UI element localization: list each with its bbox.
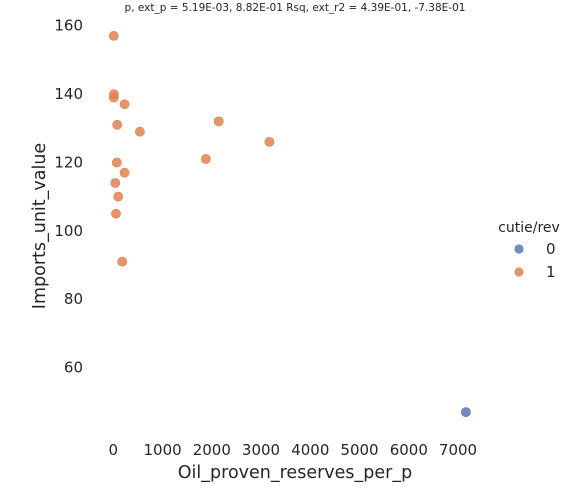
legend-label-0: 0 — [546, 240, 556, 258]
data-point-series-1 — [134, 126, 145, 137]
data-point-series-1 — [213, 116, 224, 127]
y-axis-label: Imports_unit_value — [30, 143, 50, 309]
legend-title: cutie/rev — [498, 220, 560, 236]
data-point-series-1 — [110, 178, 121, 188]
data-point-series-1 — [119, 167, 130, 178]
y-tick-label: 160 — [54, 17, 83, 35]
y-tick-label: 80 — [64, 290, 83, 308]
data-point-series-1 — [108, 31, 119, 41]
legend-marker-1 — [514, 267, 524, 277]
y-tick-label: 140 — [54, 85, 83, 103]
x-axis-label: Oil_proven_reserves_per_p — [178, 463, 412, 483]
legend-marker-0 — [514, 244, 524, 254]
data-point-series-1 — [264, 136, 275, 147]
data-point-series-1 — [117, 256, 128, 267]
data-point-series-1 — [119, 99, 130, 110]
data-point-series-0 — [460, 407, 471, 417]
y-axis-ticks: 60 80 100 120 140 160 — [54, 17, 83, 377]
x-tick-label: 3000 — [242, 441, 280, 459]
x-tick-label: 2000 — [193, 441, 231, 459]
legend-label-1: 1 — [546, 263, 556, 281]
x-tick-label: 6000 — [390, 441, 428, 459]
y-tick-label: 60 — [64, 359, 83, 377]
legend: cutie/rev 0 1 — [498, 220, 560, 281]
data-point-series-1 — [113, 191, 124, 202]
x-tick-label: 7000 — [439, 441, 477, 459]
data-points — [108, 31, 471, 417]
data-point-series-1 — [112, 119, 123, 130]
x-axis-ticks: 0 1000 2000 3000 4000 5000 6000 7000 — [109, 441, 478, 459]
data-point-series-1 — [200, 154, 211, 164]
chart-title: p, ext_p = 5.19E-03, 8.82E-01 Rsq, ext_r… — [125, 2, 466, 14]
y-tick-label: 100 — [54, 222, 83, 240]
data-point-series-1 — [111, 157, 122, 168]
data-point-series-1 — [111, 208, 121, 219]
y-tick-label: 120 — [54, 154, 83, 172]
x-tick-label: 4000 — [291, 441, 329, 459]
x-tick-label: 0 — [109, 441, 119, 459]
x-tick-label: 5000 — [340, 441, 378, 459]
x-tick-label: 1000 — [144, 441, 182, 459]
data-point-series-1 — [108, 92, 119, 103]
